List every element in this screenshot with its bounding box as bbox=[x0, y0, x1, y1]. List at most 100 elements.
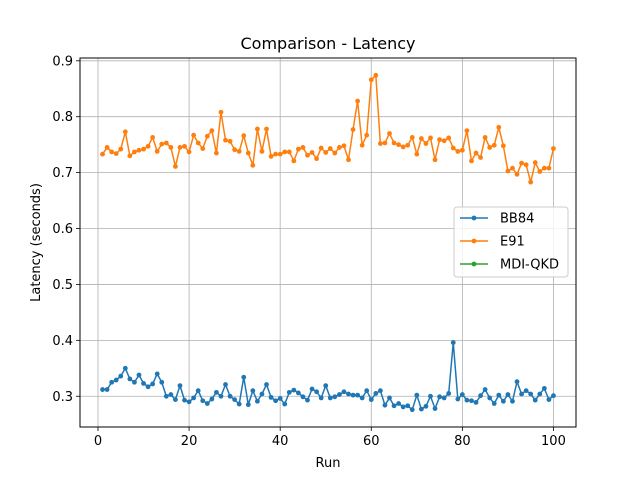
data-point-e91 bbox=[450, 145, 456, 151]
data-point-bb84 bbox=[255, 398, 260, 404]
y-tick-label: 0.4 bbox=[52, 334, 73, 349]
data-point-e91 bbox=[182, 143, 187, 149]
data-point-e91 bbox=[414, 151, 420, 157]
data-point-bb84 bbox=[141, 380, 146, 386]
data-point-bb84 bbox=[282, 401, 288, 407]
data-point-e91 bbox=[245, 150, 251, 156]
data-point-bb84 bbox=[113, 377, 119, 383]
data-point-e91 bbox=[373, 72, 379, 78]
data-point-bb84 bbox=[368, 397, 374, 402]
data-point-bb84 bbox=[168, 392, 174, 397]
data-point-bb84 bbox=[245, 402, 251, 408]
data-point-e91 bbox=[546, 165, 552, 171]
data-point-bb84 bbox=[432, 406, 438, 411]
data-point-e91 bbox=[478, 155, 483, 160]
data-point-bb84 bbox=[314, 389, 320, 395]
data-point-bb84 bbox=[318, 395, 324, 401]
y-tick-label: 0.5 bbox=[52, 278, 73, 293]
data-point-bb84 bbox=[145, 384, 151, 390]
x-tick-label: 40 bbox=[272, 434, 289, 449]
data-point-bb84 bbox=[250, 388, 256, 394]
data-point-e91 bbox=[428, 135, 433, 141]
data-point-e91 bbox=[423, 141, 429, 146]
data-point-bb84 bbox=[236, 401, 242, 407]
x-tick-label: 20 bbox=[181, 434, 198, 449]
data-point-e91 bbox=[227, 138, 233, 144]
data-point-e91 bbox=[127, 153, 133, 159]
data-point-e91 bbox=[264, 126, 269, 132]
data-point-e91 bbox=[177, 145, 183, 150]
data-point-e91 bbox=[432, 157, 438, 163]
y-tick-label: 0.9 bbox=[52, 54, 73, 69]
data-point-bb84 bbox=[532, 397, 538, 403]
data-point-e91 bbox=[355, 98, 361, 104]
data-point-e91 bbox=[523, 162, 529, 168]
data-point-e91 bbox=[382, 140, 388, 146]
data-point-e91 bbox=[537, 169, 543, 174]
data-point-e91 bbox=[309, 150, 315, 155]
data-point-bb84 bbox=[423, 403, 429, 409]
data-point-e91 bbox=[405, 142, 411, 148]
data-point-e91 bbox=[510, 165, 515, 171]
data-point-bb84 bbox=[519, 391, 524, 397]
data-point-e91 bbox=[314, 156, 320, 162]
data-point-e91 bbox=[377, 141, 383, 146]
data-point-bb84 bbox=[159, 379, 165, 385]
data-point-e91 bbox=[318, 145, 324, 151]
series-e91 bbox=[100, 72, 556, 185]
data-point-e91 bbox=[455, 148, 461, 154]
y-tick-label: 0.3 bbox=[52, 390, 73, 405]
data-point-e91 bbox=[168, 145, 174, 150]
data-point-e91 bbox=[409, 134, 415, 140]
data-point-e91 bbox=[250, 162, 256, 168]
data-point-bb84 bbox=[409, 407, 415, 413]
data-point-e91 bbox=[359, 142, 365, 148]
legend-swatch-marker-bb84 bbox=[471, 215, 477, 221]
data-point-bb84 bbox=[514, 379, 520, 385]
data-point-e91 bbox=[541, 165, 547, 171]
data-point-bb84 bbox=[150, 381, 156, 387]
data-point-e91 bbox=[104, 145, 110, 150]
data-point-bb84 bbox=[364, 388, 370, 394]
data-point-e91 bbox=[173, 164, 178, 169]
data-point-e91 bbox=[400, 144, 406, 150]
data-point-bb84 bbox=[291, 387, 297, 393]
data-point-bb84 bbox=[132, 379, 137, 385]
data-point-e91 bbox=[232, 147, 238, 153]
data-point-e91 bbox=[200, 146, 206, 151]
data-point-bb84 bbox=[505, 392, 511, 397]
data-point-bb84 bbox=[496, 392, 502, 398]
data-point-e91 bbox=[346, 157, 351, 163]
data-point-bb84 bbox=[273, 398, 279, 404]
data-point-bb84 bbox=[414, 392, 420, 398]
data-point-bb84 bbox=[327, 395, 333, 401]
data-point-bb84 bbox=[214, 389, 219, 395]
data-point-e91 bbox=[519, 160, 524, 166]
data-point-e91 bbox=[159, 141, 165, 147]
data-point-e91 bbox=[418, 136, 424, 141]
data-point-bb84 bbox=[118, 373, 124, 379]
data-point-e91 bbox=[154, 148, 160, 154]
data-point-bb84 bbox=[387, 395, 392, 401]
data-point-e91 bbox=[282, 149, 288, 155]
data-point-bb84 bbox=[332, 394, 338, 400]
data-point-bb84 bbox=[541, 386, 547, 391]
data-point-bb84 bbox=[418, 406, 424, 412]
legend: BB84 E91 MDI-QKD bbox=[453, 206, 569, 278]
data-point-e91 bbox=[505, 168, 511, 174]
data-point-e91 bbox=[214, 150, 219, 156]
data-point-bb84 bbox=[204, 401, 210, 406]
data-point-e91 bbox=[437, 137, 442, 143]
data-point-bb84 bbox=[459, 392, 465, 397]
data-point-bb84 bbox=[182, 397, 187, 403]
data-point-e91 bbox=[396, 142, 401, 148]
data-point-bb84 bbox=[446, 391, 452, 396]
data-point-bb84 bbox=[469, 398, 474, 404]
data-point-bb84 bbox=[450, 340, 456, 345]
data-point-bb84 bbox=[177, 383, 183, 389]
legend-swatch-marker-e91 bbox=[471, 238, 477, 244]
data-point-bb84 bbox=[259, 391, 265, 397]
data-point-e91 bbox=[186, 149, 192, 155]
data-point-e91 bbox=[122, 129, 128, 135]
data-point-bb84 bbox=[500, 398, 506, 404]
